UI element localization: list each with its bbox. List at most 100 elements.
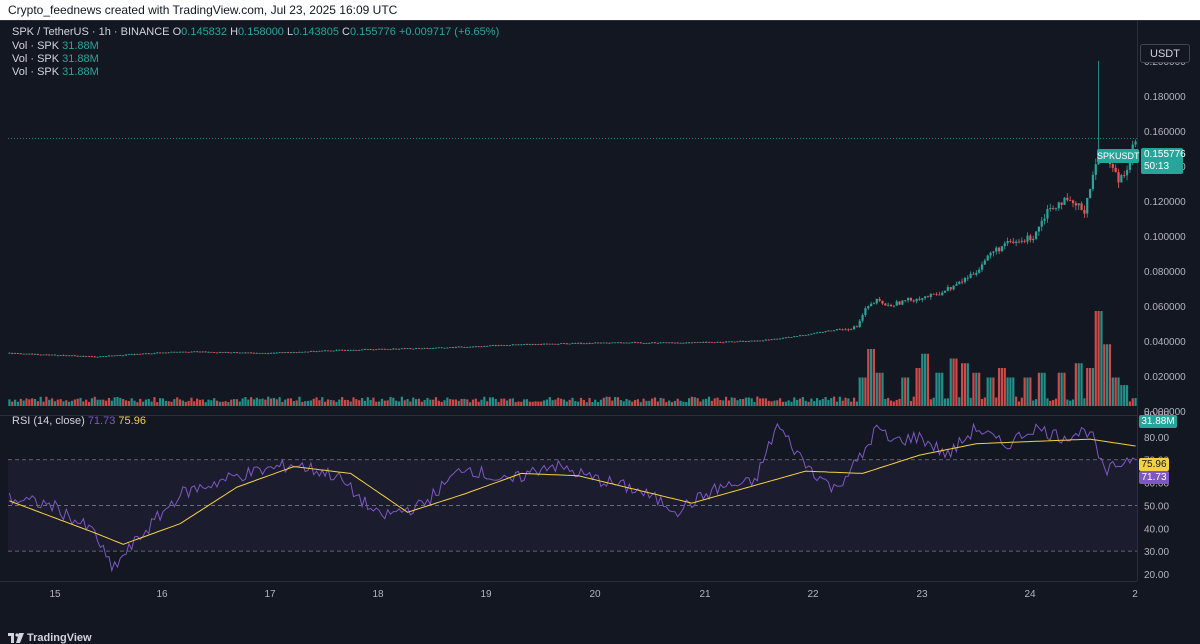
volume-bar bbox=[414, 399, 418, 406]
candle-body bbox=[469, 346, 472, 348]
currency-button[interactable]: USDT bbox=[1140, 44, 1190, 63]
candle-body bbox=[892, 305, 895, 307]
candle-body bbox=[329, 350, 332, 352]
volume-bar bbox=[423, 400, 426, 406]
candle-body bbox=[159, 352, 162, 354]
volume-bar bbox=[1111, 377, 1114, 406]
candle-body bbox=[196, 351, 199, 353]
candle-body bbox=[230, 352, 233, 354]
volume-bar bbox=[707, 396, 711, 406]
tradingview-brand[interactable]: TradingView bbox=[8, 632, 92, 644]
candle-body bbox=[821, 331, 824, 333]
candle-body bbox=[141, 353, 145, 355]
candle-body bbox=[958, 281, 961, 285]
candle-body bbox=[42, 354, 45, 356]
volume-bar bbox=[210, 400, 213, 406]
chart-canvas[interactable]: 0.2000000.1800000.1600000.1400000.120000… bbox=[0, 21, 1200, 631]
volume-bar bbox=[480, 399, 483, 406]
volume-bar bbox=[454, 399, 458, 406]
candle-body bbox=[414, 348, 418, 349]
candle-body bbox=[850, 328, 853, 330]
candle-body bbox=[147, 353, 150, 355]
volume-bar bbox=[474, 398, 477, 406]
candle-body bbox=[375, 349, 378, 351]
candle-body bbox=[477, 346, 480, 348]
candle-body bbox=[773, 338, 776, 340]
candle-body bbox=[978, 269, 981, 273]
candle-body bbox=[508, 345, 512, 346]
candle-body bbox=[275, 352, 278, 354]
volume-bar bbox=[267, 396, 270, 406]
candle-body bbox=[298, 352, 301, 353]
ohlc-value: 0.143805 bbox=[293, 26, 343, 38]
candle-body bbox=[989, 252, 992, 256]
candle-body bbox=[33, 353, 37, 355]
volume-bar bbox=[295, 400, 298, 406]
volume-bar bbox=[633, 400, 637, 406]
volume-bar bbox=[804, 400, 807, 406]
candle-body bbox=[651, 342, 654, 344]
volume-bar bbox=[528, 401, 531, 406]
candle-body bbox=[309, 350, 312, 352]
header-bar: Crypto_feednews created with TradingView… bbox=[0, 0, 1200, 20]
volume-bar bbox=[184, 401, 187, 406]
candle-body bbox=[190, 351, 193, 353]
candle-body bbox=[727, 341, 731, 343]
volume-bar bbox=[753, 401, 756, 406]
volume-bar bbox=[397, 401, 401, 406]
candle-body bbox=[571, 342, 574, 344]
chart-frame[interactable]: 0.2000000.1800000.1600000.1400000.120000… bbox=[0, 20, 1200, 644]
candle-body bbox=[750, 340, 753, 342]
volume-bar bbox=[798, 398, 802, 406]
volume-bar bbox=[1131, 398, 1134, 406]
volume-bar bbox=[870, 349, 873, 406]
volume-bar bbox=[289, 398, 293, 406]
candle-body bbox=[747, 341, 750, 342]
countdown: 50:13 bbox=[1144, 161, 1170, 172]
candle-body bbox=[392, 348, 395, 350]
volume-bar bbox=[28, 399, 31, 406]
volume-bar bbox=[14, 399, 17, 406]
candle-body bbox=[898, 301, 901, 305]
volume-bar bbox=[699, 401, 702, 406]
candle-body bbox=[716, 341, 719, 343]
volume-bar bbox=[926, 353, 930, 406]
volume-bar bbox=[514, 402, 517, 406]
candle-body bbox=[906, 298, 910, 301]
candle-body bbox=[949, 287, 952, 290]
candle-body bbox=[699, 342, 702, 343]
candle-body bbox=[912, 300, 915, 302]
volume-bar bbox=[193, 401, 196, 406]
volume-bar bbox=[278, 397, 281, 406]
rsi-tag: 71.73 bbox=[1139, 471, 1169, 484]
volume-bar bbox=[540, 401, 543, 406]
volume-bar bbox=[591, 402, 594, 406]
volume-bar bbox=[318, 400, 321, 406]
candle-body bbox=[653, 342, 657, 344]
time-axis-border bbox=[0, 581, 1137, 582]
candle-body bbox=[926, 296, 930, 298]
volume-bar bbox=[360, 398, 364, 406]
volume-bar bbox=[679, 400, 682, 406]
volume-bar bbox=[488, 397, 492, 406]
candle-body bbox=[787, 336, 790, 338]
rsi-name: RSI (14, close) bbox=[12, 415, 85, 427]
candle-body bbox=[184, 351, 187, 353]
volume-bar bbox=[972, 372, 975, 406]
volume-bar bbox=[560, 398, 563, 406]
volume-bar bbox=[946, 398, 949, 406]
candle-body bbox=[815, 332, 819, 334]
volume-bar bbox=[153, 397, 156, 406]
candle-body bbox=[938, 294, 941, 296]
candle-body bbox=[889, 304, 893, 307]
volume-bar bbox=[761, 398, 765, 406]
volume-bar bbox=[682, 401, 685, 406]
candle-body bbox=[70, 355, 74, 357]
volume-bar bbox=[53, 401, 57, 406]
volume-bar bbox=[929, 399, 932, 406]
rsi-tick-label: 80.00 bbox=[1144, 433, 1169, 444]
candle-body bbox=[301, 351, 304, 353]
volume-bar bbox=[525, 399, 529, 406]
symbol-tag: SPKUSDT bbox=[1097, 149, 1140, 163]
candle-body bbox=[705, 341, 708, 343]
